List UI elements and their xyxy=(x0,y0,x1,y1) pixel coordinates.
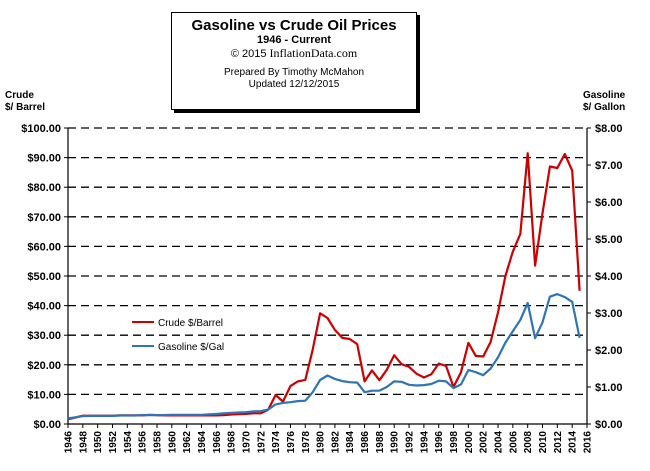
left-tick-label: $70.00 xyxy=(27,212,61,224)
right-axis-title-line2: $/ Gallon xyxy=(583,102,626,113)
x-tick-label: 1996 xyxy=(434,431,445,454)
prepared-by: Prepared By Timothy McMahon xyxy=(223,67,365,78)
left-axis-title-line1: Crude xyxy=(5,90,34,101)
left-tick-label: $50.00 xyxy=(27,271,61,283)
site-name: InflationData.com xyxy=(269,46,358,60)
x-tick-label: 2000 xyxy=(464,431,475,454)
x-tick-label: 1956 xyxy=(138,431,149,454)
x-tick-label: 2006 xyxy=(508,431,519,454)
x-tick-label: 1966 xyxy=(212,431,223,454)
x-tick-label: 1946 xyxy=(64,431,75,454)
left-tick-label: $60.00 xyxy=(27,241,61,253)
x-tick-label: 1960 xyxy=(167,431,178,454)
updated-date: Updated 12/12/2015 xyxy=(248,79,340,90)
x-tick-label: 2012 xyxy=(553,431,564,454)
right-tick-label: $4.00 xyxy=(595,271,623,283)
x-tick-label: 1992 xyxy=(405,431,416,454)
x-tick-label: 1970 xyxy=(241,431,252,454)
chart-title-box: Gasoline vs Crude Oil Prices 1946 - Curr… xyxy=(171,12,417,110)
left-tick-label: $80.00 xyxy=(27,182,61,194)
right-tick-label: $5.00 xyxy=(595,234,623,246)
x-tick-label: 1988 xyxy=(375,431,386,454)
x-tick-label: 1972 xyxy=(256,431,267,454)
x-tick-label: 2004 xyxy=(494,431,505,454)
x-tick-label: 1998 xyxy=(449,431,460,454)
x-tick-label: 1962 xyxy=(182,431,193,454)
x-tick-label: 1980 xyxy=(316,431,327,454)
chart-title: Gasoline vs Crude Oil Prices xyxy=(191,17,397,34)
x-tick-label: 1976 xyxy=(286,431,297,454)
left-tick-label: $40.00 xyxy=(27,301,61,313)
x-tick-label: 1990 xyxy=(390,431,401,454)
left-tick-label: $30.00 xyxy=(27,330,61,342)
right-tick-label: $8.00 xyxy=(595,123,623,135)
x-tick-label: 1974 xyxy=(271,431,282,454)
x-tick-label: 1984 xyxy=(345,431,356,454)
right-axis-title: Gasoline $/ Gallon xyxy=(583,90,625,114)
x-tick-label: 1986 xyxy=(360,431,371,454)
chart-subtitle: 1946 - Current xyxy=(257,34,331,46)
left-axis-title: Crude $/ Barrel xyxy=(5,90,45,114)
x-tick-label: 2002 xyxy=(479,431,490,454)
x-tick-label: 1958 xyxy=(152,431,163,454)
left-tick-label: $20.00 xyxy=(27,360,61,372)
x-tick-label: 1968 xyxy=(227,431,238,454)
right-tick-label: $0.00 xyxy=(595,419,623,431)
left-axis-title-line2: $/ Barrel xyxy=(5,102,46,113)
right-tick-label: $6.00 xyxy=(595,197,623,209)
x-tick-label: 2010 xyxy=(538,431,549,454)
x-tick-label: 1954 xyxy=(123,431,134,454)
x-tick-label: 1978 xyxy=(301,431,312,454)
copyright-line: © 2015 InflationData.com xyxy=(172,47,416,61)
left-tick-label: $100.00 xyxy=(21,123,61,135)
legend-label: Gasoline $/Gal xyxy=(158,342,224,353)
crude-series-line xyxy=(67,152,581,421)
left-tick-label: $10.00 xyxy=(27,389,61,401)
gasoline-series-line xyxy=(67,293,581,420)
right-axis-title-line1: Gasoline xyxy=(583,90,626,101)
copyright-text: © 2015 xyxy=(230,48,267,60)
x-tick-label: 1994 xyxy=(419,431,430,454)
x-tick-label: 1948 xyxy=(78,431,89,454)
x-tick-label: 2016 xyxy=(583,431,594,454)
x-tick-label: 1964 xyxy=(197,431,208,454)
legend-label: Crude $/Barrel xyxy=(158,318,223,329)
x-tick-label: 1950 xyxy=(93,431,104,454)
x-tick-label: 1952 xyxy=(108,431,119,454)
right-tick-label: $7.00 xyxy=(595,160,623,172)
x-tick-label: 1982 xyxy=(330,431,341,454)
left-tick-label: $0.00 xyxy=(33,419,61,431)
right-tick-label: $2.00 xyxy=(595,345,623,357)
right-tick-label: $1.00 xyxy=(595,382,623,394)
x-tick-label: 2014 xyxy=(568,431,579,454)
left-tick-label: $90.00 xyxy=(27,153,61,165)
right-tick-label: $3.00 xyxy=(595,308,623,320)
x-tick-label: 2008 xyxy=(523,431,534,454)
